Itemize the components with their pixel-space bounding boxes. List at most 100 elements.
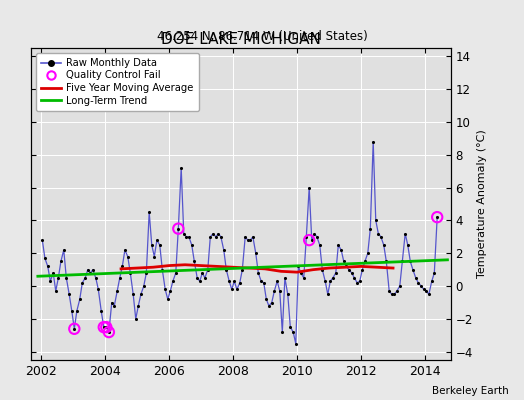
Point	[406, 258, 414, 265]
Point	[70, 326, 79, 332]
Point	[171, 270, 180, 276]
Point	[81, 275, 90, 281]
Point	[38, 237, 47, 243]
Point	[62, 275, 71, 281]
Point	[238, 266, 246, 273]
Point	[209, 230, 217, 237]
Point	[193, 275, 201, 281]
Point	[332, 270, 340, 276]
Point	[203, 266, 212, 273]
Point	[433, 214, 441, 220]
Point	[174, 226, 182, 232]
Point	[377, 234, 385, 240]
Point	[68, 308, 76, 314]
Point	[57, 258, 65, 265]
Point	[366, 226, 375, 232]
Point	[121, 247, 129, 253]
Point	[236, 280, 244, 286]
Point	[51, 288, 60, 294]
Point	[326, 278, 334, 284]
Point	[430, 270, 439, 276]
Point	[113, 288, 122, 294]
Point	[212, 234, 220, 240]
Point	[241, 234, 249, 240]
Point	[206, 234, 214, 240]
Point	[195, 278, 204, 284]
Point	[315, 242, 324, 248]
Legend: Raw Monthly Data, Quality Control Fail, Five Year Moving Average, Long-Term Tren: Raw Monthly Data, Quality Control Fail, …	[37, 53, 199, 110]
Point	[379, 242, 388, 248]
Point	[305, 237, 313, 243]
Point	[182, 234, 191, 240]
Text: Berkeley Earth: Berkeley Earth	[432, 386, 508, 396]
Point	[217, 234, 225, 240]
Point	[385, 288, 394, 294]
Point	[163, 296, 172, 302]
Title: DOE LAKE MICHIGAN: DOE LAKE MICHIGAN	[161, 32, 321, 47]
Point	[398, 258, 407, 265]
Point	[390, 291, 399, 298]
Point	[265, 303, 273, 309]
Point	[110, 303, 118, 309]
Point	[356, 278, 364, 284]
Point	[278, 329, 287, 335]
Point	[244, 237, 252, 243]
Point	[105, 329, 113, 335]
Point	[283, 291, 292, 298]
Point	[382, 258, 390, 265]
Point	[433, 214, 441, 220]
Point	[374, 230, 383, 237]
Point	[318, 266, 326, 273]
Point	[54, 275, 62, 281]
Point	[334, 242, 343, 248]
Point	[424, 291, 433, 298]
Point	[388, 291, 396, 298]
Point	[184, 234, 193, 240]
Point	[78, 280, 86, 286]
Point	[308, 237, 316, 243]
Point	[273, 278, 281, 284]
Y-axis label: Temperature Anomaly (°C): Temperature Anomaly (°C)	[477, 130, 487, 278]
Point	[73, 308, 81, 314]
Point	[249, 234, 257, 240]
Point	[158, 266, 167, 273]
Point	[310, 230, 319, 237]
Point	[414, 280, 422, 286]
Point	[297, 270, 305, 276]
Point	[92, 275, 100, 281]
Point	[49, 270, 58, 276]
Point	[169, 278, 177, 284]
Point	[107, 299, 116, 306]
Point	[428, 278, 436, 284]
Point	[372, 217, 380, 224]
Point	[86, 270, 94, 276]
Point	[190, 258, 199, 265]
Point	[291, 340, 300, 347]
Point	[118, 263, 126, 270]
Point	[396, 283, 404, 289]
Point	[116, 275, 124, 281]
Point	[337, 247, 345, 253]
Point	[198, 270, 206, 276]
Point	[305, 184, 313, 191]
Point	[358, 266, 366, 273]
Point	[342, 263, 351, 270]
Point	[300, 275, 308, 281]
Point	[254, 270, 263, 276]
Point	[97, 308, 105, 314]
Point	[102, 324, 111, 330]
Point	[361, 258, 369, 265]
Point	[340, 258, 348, 265]
Point	[152, 237, 161, 243]
Point	[75, 296, 84, 302]
Point	[420, 286, 428, 292]
Point	[294, 263, 302, 270]
Point	[161, 286, 169, 292]
Point	[347, 270, 356, 276]
Point	[276, 288, 284, 294]
Point	[201, 275, 209, 281]
Point	[364, 250, 372, 256]
Point	[174, 226, 182, 232]
Point	[369, 138, 377, 145]
Point	[177, 165, 185, 171]
